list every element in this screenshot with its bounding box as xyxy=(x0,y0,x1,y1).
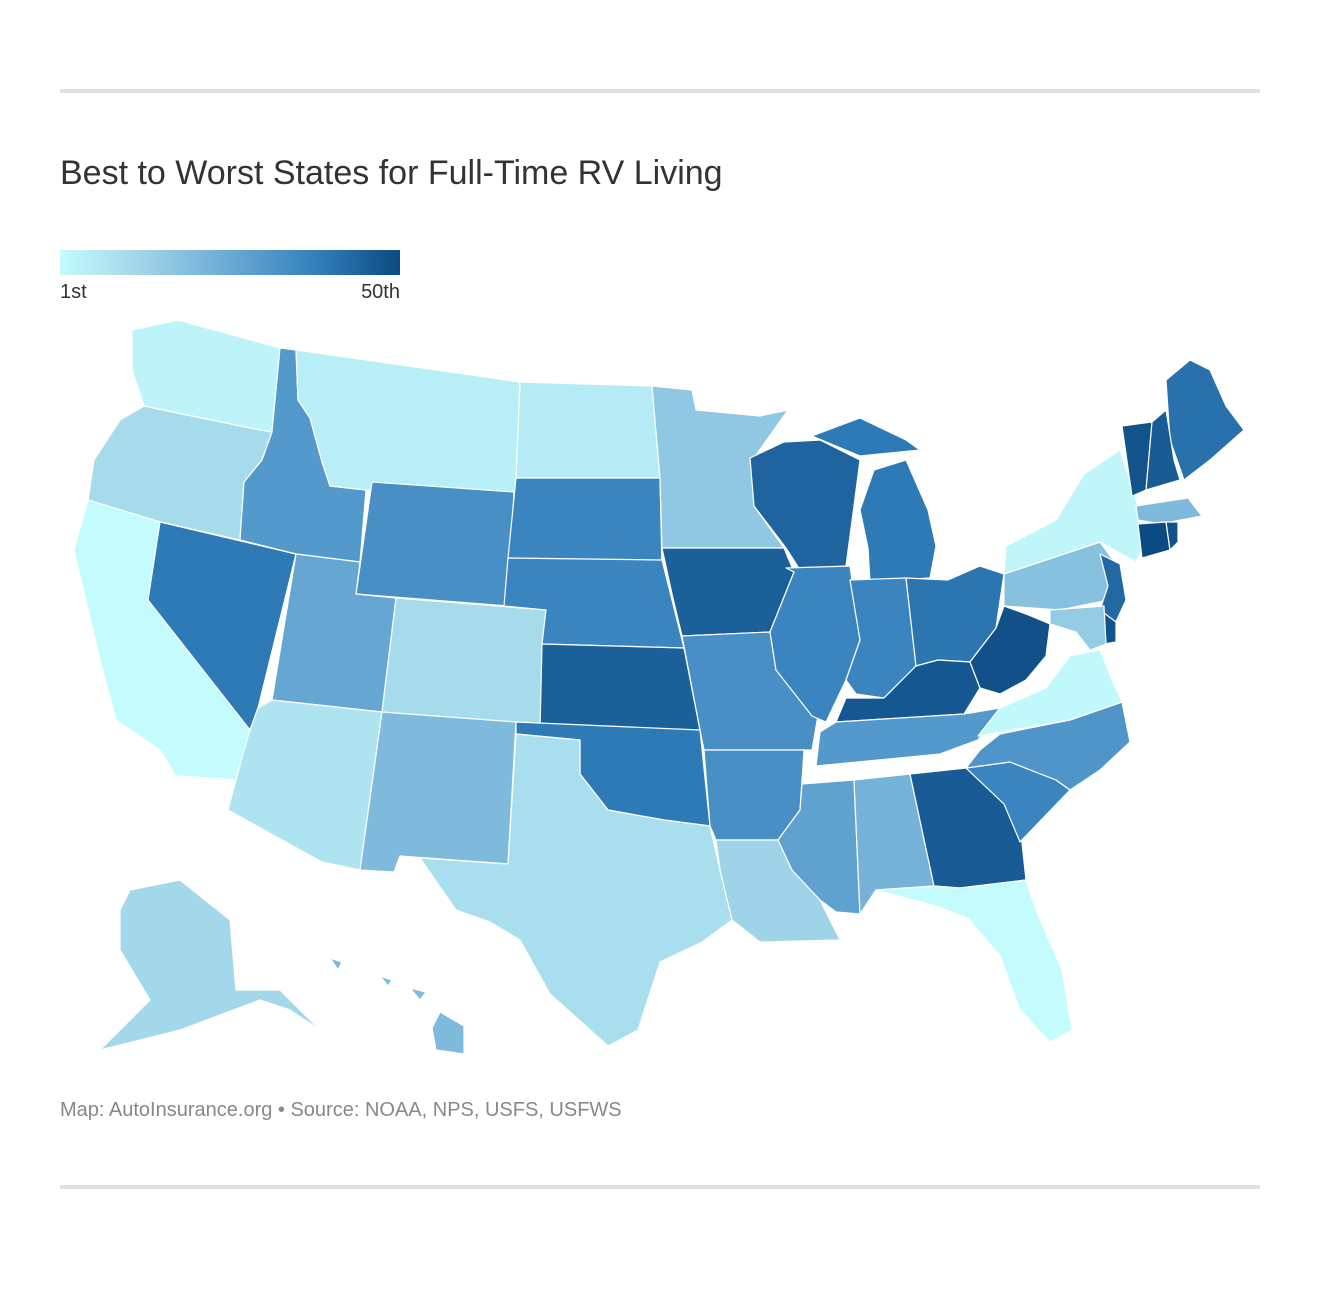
state-wv xyxy=(969,605,1051,695)
state-az xyxy=(227,699,383,871)
legend-labels: 1st 50th xyxy=(60,275,400,303)
state-wi xyxy=(749,439,861,571)
state-co xyxy=(381,597,547,729)
map-svg xyxy=(73,319,1245,1055)
state-mt xyxy=(295,349,521,493)
state-fl xyxy=(875,879,1073,1043)
state-tn xyxy=(815,707,1001,767)
state-tx xyxy=(419,733,733,1047)
chart-title: Best to Worst States for Full-Time RV Li… xyxy=(60,154,723,192)
color-legend: 1st 50th xyxy=(60,250,400,303)
state-wy xyxy=(355,481,515,607)
legend-max-label: 50th xyxy=(361,281,400,303)
source-caption: Map: AutoInsurance.org • Source: NOAA, N… xyxy=(60,1099,622,1121)
state-ct xyxy=(1137,521,1171,559)
state-nd xyxy=(515,381,661,479)
state-nm xyxy=(359,711,517,873)
state-me xyxy=(1165,359,1245,481)
state-ak xyxy=(99,879,321,1051)
state-md xyxy=(1049,605,1107,651)
state-va xyxy=(977,649,1123,737)
state-hi xyxy=(329,957,465,1055)
state-ma xyxy=(1135,497,1203,525)
state-nh xyxy=(1145,409,1181,491)
bottom-divider xyxy=(60,1185,1260,1189)
legend-gradient-bar xyxy=(60,250,400,275)
top-divider xyxy=(60,89,1260,93)
us-choropleth-map xyxy=(60,310,1260,1070)
state-ri xyxy=(1165,521,1179,551)
state-mi xyxy=(811,417,937,583)
state-ks xyxy=(539,643,701,731)
legend-min-label: 1st xyxy=(60,281,87,303)
state-sd xyxy=(507,477,663,571)
